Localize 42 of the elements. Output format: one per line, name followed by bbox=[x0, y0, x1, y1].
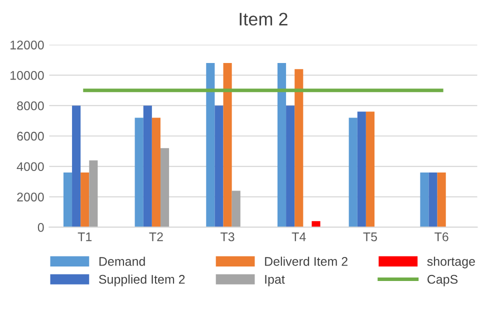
bar bbox=[72, 106, 81, 228]
bar bbox=[277, 63, 286, 228]
bar bbox=[80, 172, 90, 228]
bar bbox=[160, 148, 170, 228]
bar bbox=[312, 221, 320, 228]
bar bbox=[420, 172, 429, 228]
x-tick-label: T3 bbox=[220, 232, 234, 242]
x-tick-label: T1 bbox=[78, 232, 92, 242]
bar bbox=[143, 106, 152, 228]
bar bbox=[89, 160, 98, 228]
y-tick-label: 0 bbox=[38, 223, 44, 232]
bar bbox=[294, 69, 304, 228]
bar bbox=[357, 112, 366, 228]
y-tick-label: 2000 bbox=[17, 192, 44, 202]
legend-label: Ipat bbox=[265, 275, 285, 286]
bar bbox=[214, 106, 224, 228]
bar bbox=[366, 112, 375, 228]
bar bbox=[206, 63, 215, 228]
bar bbox=[63, 172, 72, 228]
y-tick-label: 6000 bbox=[17, 132, 44, 141]
legend-label: shortage bbox=[427, 256, 475, 268]
bar bbox=[428, 172, 438, 228]
x-tick-label: T4 bbox=[292, 232, 306, 242]
y-tick-label: 10000 bbox=[10, 71, 44, 80]
legend-label: CapS bbox=[427, 274, 458, 286]
legend-label: Deliverd Item 2 bbox=[265, 256, 348, 266]
bar bbox=[152, 118, 160, 228]
legend-label: Demand bbox=[99, 256, 145, 266]
x-tick-label: T5 bbox=[363, 232, 377, 242]
bar bbox=[134, 118, 144, 228]
x-tick-label: T2 bbox=[149, 232, 163, 242]
bar bbox=[348, 118, 358, 228]
bar bbox=[437, 172, 446, 228]
chart-title: Item 2 bbox=[240, 12, 288, 26]
y-tick-label: 4000 bbox=[16, 162, 44, 172]
legend-label: Supplied Item 2 bbox=[99, 274, 185, 286]
y-tick-label: 8000 bbox=[17, 101, 44, 110]
bar bbox=[223, 63, 232, 228]
bar bbox=[232, 190, 240, 228]
x-tick-label: T6 bbox=[434, 232, 448, 242]
bar bbox=[286, 106, 295, 228]
y-tick-label: 12000 bbox=[10, 40, 44, 50]
